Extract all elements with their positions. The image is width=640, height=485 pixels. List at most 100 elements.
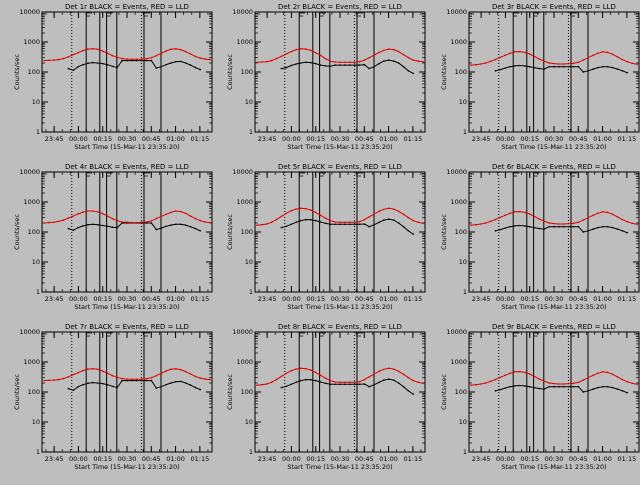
data-point-lld bbox=[373, 213, 376, 215]
data-point-events bbox=[101, 382, 104, 385]
data-point-lld bbox=[504, 54, 507, 57]
x-tick-label: 01:15 bbox=[403, 135, 422, 143]
data-point-lld bbox=[543, 60, 545, 62]
x-tick-label: 00:15 bbox=[93, 295, 112, 303]
x-tick-label: 01:00 bbox=[379, 135, 398, 143]
detector-panel-1: Det 1r BLACK = Events, RED = LLD 1 10 100 10… bbox=[13, 3, 213, 151]
data-point-lld bbox=[388, 367, 390, 370]
data-point-events bbox=[582, 391, 585, 393]
data-point-lld bbox=[499, 56, 502, 59]
data-point-lld bbox=[509, 52, 511, 55]
y-tick-label: 1 bbox=[463, 448, 467, 456]
data-point-lld bbox=[358, 60, 361, 63]
data-point-events bbox=[106, 225, 109, 228]
data-point-lld bbox=[275, 57, 278, 60]
data-point-lld bbox=[597, 372, 599, 375]
data-point-lld bbox=[339, 61, 341, 64]
data-point-events bbox=[563, 225, 565, 228]
data-point-events bbox=[494, 390, 497, 392]
data-point-events bbox=[305, 378, 307, 381]
data-point-events bbox=[392, 60, 395, 62]
data-point-lld bbox=[92, 210, 94, 212]
data-point-lld bbox=[209, 221, 211, 224]
data-point-lld bbox=[563, 63, 565, 65]
data-point-lld bbox=[636, 383, 638, 386]
x-tick-label: 01:00 bbox=[593, 455, 612, 463]
state-flag-marker bbox=[319, 12, 326, 17]
data-point-lld bbox=[48, 59, 50, 62]
data-point-lld bbox=[101, 212, 104, 215]
x-tick-label: 00:15 bbox=[520, 455, 539, 463]
plot-frame bbox=[468, 331, 640, 453]
data-point-lld bbox=[126, 378, 128, 380]
plot-frame bbox=[468, 11, 640, 133]
data-point-lld bbox=[261, 223, 263, 226]
data-point-lld bbox=[616, 56, 619, 58]
data-point-lld bbox=[145, 58, 148, 60]
data-point-lld bbox=[378, 370, 380, 373]
x-tick-label: 00:30 bbox=[118, 135, 137, 143]
data-point-lld bbox=[194, 375, 197, 378]
data-point-lld bbox=[383, 49, 385, 52]
state-flag-marker bbox=[86, 172, 93, 177]
y-tick-label: 1000 bbox=[236, 38, 253, 46]
data-point-lld bbox=[106, 215, 109, 217]
data-point-events bbox=[329, 223, 332, 226]
data-point-events bbox=[116, 66, 118, 69]
data-point-lld bbox=[256, 224, 258, 226]
y-tick-label: 100 bbox=[28, 68, 40, 76]
data-point-events bbox=[295, 221, 297, 224]
data-point-lld bbox=[519, 210, 521, 213]
x-tick-label: 00:00 bbox=[282, 295, 301, 303]
data-point-lld bbox=[558, 223, 560, 225]
x-tick-label: 00:45 bbox=[569, 135, 588, 143]
x-tick-label: 00:30 bbox=[118, 295, 137, 303]
data-point-lld bbox=[475, 383, 477, 386]
x-tick-label: 00:30 bbox=[545, 135, 564, 143]
data-point-lld bbox=[621, 218, 624, 221]
data-point-lld bbox=[558, 63, 560, 65]
data-point-lld bbox=[290, 370, 293, 372]
data-point-events bbox=[494, 230, 497, 232]
x-tick-label: 00:15 bbox=[306, 135, 325, 143]
y-tick-label: 10 bbox=[459, 98, 467, 106]
data-point-lld bbox=[388, 48, 390, 50]
data-point-events bbox=[388, 218, 390, 220]
data-point-lld bbox=[184, 212, 187, 215]
data-point-lld bbox=[194, 217, 197, 220]
data-point-lld bbox=[567, 62, 570, 65]
state-flag-marker bbox=[533, 12, 540, 17]
data-point-lld bbox=[53, 59, 55, 61]
data-point-events bbox=[300, 62, 302, 64]
data-point-events bbox=[611, 386, 614, 389]
data-point-lld bbox=[314, 211, 317, 214]
data-point-lld bbox=[309, 369, 312, 371]
data-point-events bbox=[509, 225, 511, 228]
data-point-events bbox=[280, 67, 283, 70]
data-point-lld bbox=[484, 62, 487, 64]
x-tick-label: 00:15 bbox=[306, 295, 325, 303]
panel-title: Det 9r BLACK = Events, RED = LLD bbox=[492, 323, 616, 331]
data-point-lld bbox=[175, 47, 177, 50]
data-point-events bbox=[373, 223, 376, 226]
data-point-events bbox=[368, 67, 371, 70]
data-point-events bbox=[602, 225, 604, 228]
data-point-lld bbox=[101, 50, 104, 52]
data-point-lld bbox=[300, 367, 302, 370]
detector-panel-2: Det 2r BLACK = Events, RED = LLD 1 10 100 10… bbox=[226, 3, 426, 151]
data-point-lld bbox=[209, 58, 211, 61]
data-point-events bbox=[67, 227, 70, 230]
data-point-lld bbox=[528, 213, 531, 215]
data-point-lld bbox=[300, 47, 302, 50]
data-point-events bbox=[184, 62, 187, 64]
data-point-lld bbox=[597, 52, 599, 55]
data-point-lld bbox=[392, 208, 395, 210]
data-point-lld bbox=[48, 221, 50, 224]
data-point-events bbox=[295, 63, 297, 65]
data-point-lld bbox=[295, 208, 297, 210]
data-point-events bbox=[87, 62, 89, 65]
data-point-events bbox=[606, 225, 609, 228]
data-point-events bbox=[499, 228, 502, 231]
data-point-lld bbox=[295, 48, 297, 51]
